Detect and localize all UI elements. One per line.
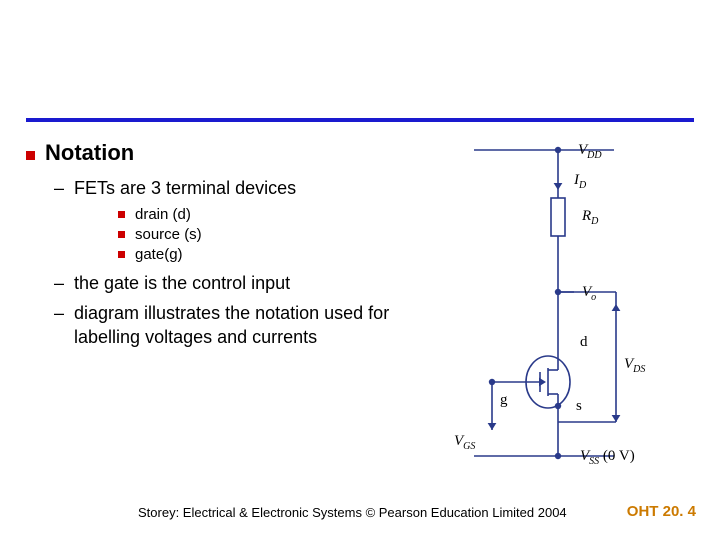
label-vgs: VGS bbox=[454, 433, 475, 452]
content-area: Notation – FETs are 3 terminal devices d… bbox=[26, 140, 426, 355]
bullet-square-icon bbox=[118, 251, 125, 258]
circuit-svg bbox=[440, 136, 700, 476]
label-s: s bbox=[576, 398, 582, 415]
page-number: OHT 20. 4 bbox=[627, 503, 696, 520]
heading-text: Notation bbox=[45, 140, 134, 166]
label-rd: RD bbox=[582, 208, 598, 227]
label-vo: Vo bbox=[582, 284, 596, 303]
dash-icon: – bbox=[54, 301, 64, 325]
list-item-text: drain (d) bbox=[135, 206, 191, 223]
sub-bullet-list: drain (d) source (s) gate(g) bbox=[118, 206, 426, 263]
list-item-text: FETs are 3 terminal devices bbox=[74, 176, 296, 200]
list-item-text: the gate is the control input bbox=[74, 271, 290, 295]
bullet-list: – FETs are 3 terminal devices drain (d) … bbox=[54, 176, 426, 349]
dash-icon: – bbox=[54, 271, 64, 295]
bullet-square-icon bbox=[118, 231, 125, 238]
bullet-square-icon bbox=[26, 151, 35, 160]
slide-divider bbox=[26, 118, 694, 122]
label-d: d bbox=[580, 334, 588, 351]
label-vdd: VDD bbox=[578, 142, 602, 161]
list-item-text: source (s) bbox=[135, 226, 202, 243]
dash-icon: – bbox=[54, 176, 64, 200]
list-item: – FETs are 3 terminal devices bbox=[54, 176, 426, 200]
list-item: – the gate is the control input bbox=[54, 271, 426, 295]
footer-text: Storey: Electrical & Electronic Systems … bbox=[138, 505, 567, 520]
label-vss: VSS (0 V) bbox=[580, 448, 635, 467]
list-item-text: diagram illustrates the notation used fo… bbox=[74, 301, 426, 349]
label-g: g bbox=[500, 392, 508, 409]
list-item: drain (d) bbox=[118, 206, 426, 223]
list-item: source (s) bbox=[118, 226, 426, 243]
label-vds: VDS bbox=[624, 356, 645, 375]
bullet-square-icon bbox=[118, 211, 125, 218]
heading-row: Notation bbox=[26, 140, 426, 166]
list-item: – diagram illustrates the notation used … bbox=[54, 301, 426, 349]
circuit-diagram: VDD ID RD Vo d g s VDS VGS VSS (0 V) bbox=[440, 136, 700, 476]
list-item-text: gate(g) bbox=[135, 246, 183, 263]
label-id: ID bbox=[574, 172, 586, 191]
list-item: gate(g) bbox=[118, 246, 426, 263]
